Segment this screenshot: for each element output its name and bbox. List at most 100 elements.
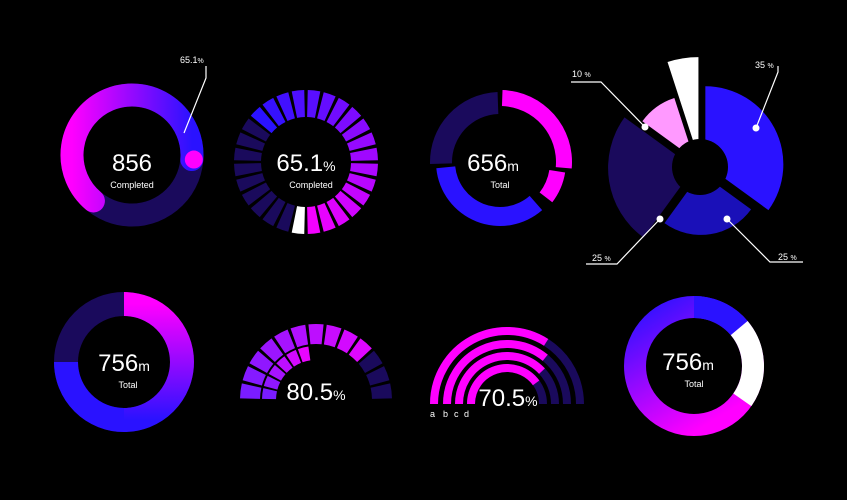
ring-gradient-chart: 756m Total: [54, 292, 194, 432]
gauge-inner-segment: [297, 346, 311, 363]
segmented-ring-segment: [341, 118, 371, 142]
segmented-ring-value: 65.1%: [276, 150, 335, 177]
arc-fill: [467, 364, 540, 405]
gauge-segment: [249, 350, 274, 373]
ring-gradient-fill: [123, 292, 194, 432]
segmented-ring-segment: [234, 147, 262, 161]
pie-label-25-left: 25 %: [592, 253, 611, 263]
gauge-segment: [308, 324, 324, 345]
concentric-arcs-chart: a b c d 70.5%: [430, 327, 584, 419]
multi-arc-segment: [539, 169, 566, 203]
segmented-ring-segment: [291, 206, 305, 234]
pie-leader-25-left: [586, 218, 661, 265]
gauge-segment: [290, 324, 309, 348]
gauge-inner-segment: [268, 365, 286, 381]
segmented-ring-chart: 65.1% Completed: [234, 90, 378, 234]
segmented-ring-segment: [236, 132, 265, 151]
progress-ring-callout-label: 65.1%: [180, 55, 204, 65]
segmented-ring-segment: [276, 203, 295, 232]
arc-fill: [430, 327, 549, 405]
arc-label-d: d: [464, 409, 469, 419]
progress-ring-knob: [184, 150, 203, 169]
arc-label-b: b: [443, 409, 448, 419]
segmented-ring-segment: [236, 173, 265, 192]
exploded-pie-slice: [667, 57, 699, 158]
ring-gradient-value: 756m: [98, 350, 150, 377]
segmented-ring-segment: [250, 190, 278, 218]
ring-white-segment: [730, 321, 764, 407]
gauge-inner-segment: [276, 356, 293, 373]
segmented-ring-segment: [341, 182, 371, 206]
segmented-ring-segment: [307, 90, 321, 118]
segmented-ring-segment: [262, 197, 286, 227]
segmented-ring-segment: [241, 118, 271, 142]
multi-arc-segment: [436, 166, 543, 226]
concentric-arcs-value: 70.5%: [478, 385, 537, 412]
gauge-segment: [366, 366, 390, 386]
multi-arc-ring-chart: 656m Total: [430, 90, 572, 226]
segmented-ring-segment: [291, 90, 305, 118]
segmented-ring-segment: [317, 203, 336, 232]
segmented-ring-caption: Completed: [289, 180, 333, 190]
segmented-ring-segment: [326, 97, 350, 127]
segmented-ring-segment: [347, 173, 376, 192]
multi-arc-ring-value: 656m: [467, 150, 519, 177]
pie-leader-35: [755, 66, 779, 129]
pie-leader-10: [571, 81, 646, 128]
progress-ring-caption: Completed: [110, 180, 154, 190]
segmented-ring-segment: [334, 106, 362, 134]
gauge-inner-segment: [286, 349, 302, 367]
gauge-segment: [348, 338, 372, 362]
gauge-inner-segment: [263, 375, 281, 390]
segmented-ring-segment: [350, 147, 378, 161]
gauge-segment: [260, 338, 284, 362]
progress-ring-chart: 65.1% 856 Completed: [60, 55, 207, 227]
multi-arc-ring-caption: Total: [490, 180, 509, 190]
arc-label-c: c: [454, 409, 459, 419]
pie-label-10: 10 %: [572, 69, 591, 79]
gauge-segment: [358, 350, 383, 373]
gauge-segment: [274, 329, 296, 354]
progress-ring-callout-line: [183, 66, 207, 134]
segmented-ring-segment: [241, 182, 271, 206]
pie-label-25-right: 25 %: [778, 252, 797, 262]
arc-label-a: a: [430, 409, 435, 419]
gauge-segment: [242, 366, 266, 386]
ring-gradient-caption: Total: [118, 380, 137, 390]
exploded-pie-chart: 35 % 25 % 25 % 10 %: [571, 57, 803, 265]
gauge-inner-segment: [262, 388, 277, 400]
multi-arc-segment: [501, 90, 572, 169]
segmented-ring-segment: [234, 163, 262, 177]
pie-leader-25-right: [726, 218, 803, 263]
segmented-ring-segment: [347, 132, 376, 151]
segmented-ring-segment: [250, 106, 278, 134]
segmented-gauge-value: 80.5%: [286, 379, 345, 406]
gauge-segment: [370, 383, 392, 399]
segmented-ring-segment: [326, 197, 350, 227]
ring-blue-white-value: 756m: [662, 349, 714, 376]
segmented-ring-segment: [262, 97, 286, 127]
exploded-pie-hole: [672, 139, 728, 195]
gauge-segment: [240, 383, 262, 399]
arc-fill: [443, 340, 548, 405]
pie-label-35: 35 %: [755, 60, 774, 70]
segmented-ring-segment: [307, 206, 321, 234]
exploded-pie-slice: [705, 86, 784, 211]
ring-blue-white-chart: 756m Total: [624, 296, 764, 436]
segmented-ring-segment: [276, 92, 295, 121]
progress-ring-value: 856: [112, 150, 152, 177]
segmented-gauge-chart: 80.5%: [240, 324, 392, 406]
multi-arc-segment: [430, 92, 499, 164]
ring-gradient-blue: [54, 361, 125, 432]
ring-blue-segment: [693, 296, 748, 336]
gauge-segment: [336, 329, 358, 354]
gauge-segment: [323, 324, 342, 348]
exploded-pie-slice: [608, 117, 695, 238]
progress-ring-fill: [60, 83, 204, 213]
arc-fill: [455, 352, 545, 405]
ring-blue-white-caption: Total: [684, 379, 703, 389]
segmented-ring-segment: [317, 92, 336, 121]
exploded-pie-slice: [642, 98, 695, 159]
segmented-ring-segment: [334, 190, 362, 218]
